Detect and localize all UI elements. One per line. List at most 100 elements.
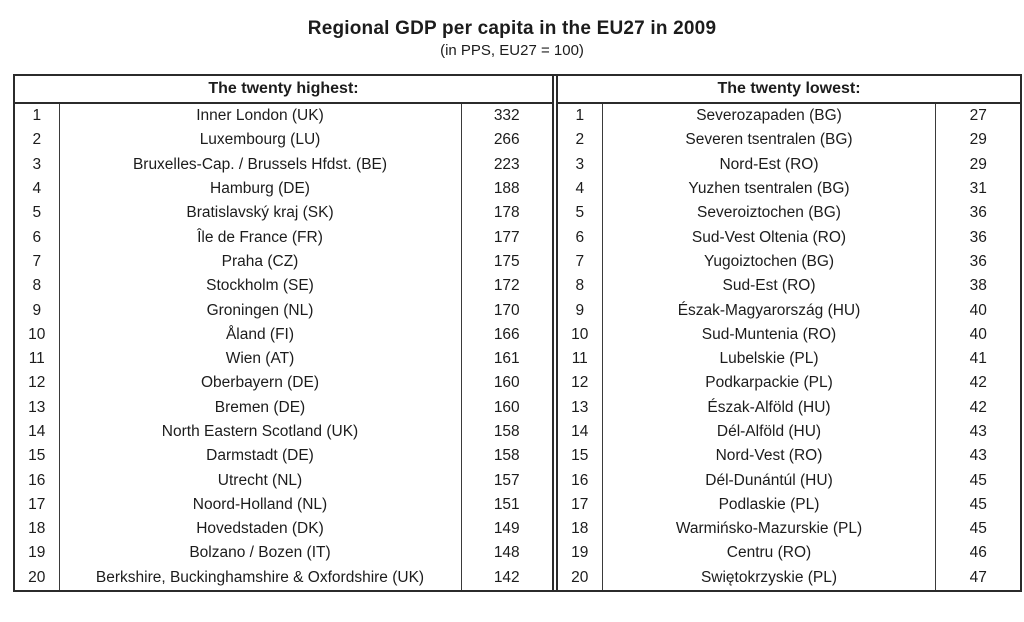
region-cell: Noord-Holland (NL)	[192, 495, 328, 513]
lowest-table-body: 1 Severozapaden (BG) 27 2 Severen tsentr…	[558, 103, 1020, 590]
rank-cell: 18	[558, 517, 603, 542]
rank-cell: 12	[558, 371, 603, 396]
table-row: 18 Warmińsko-Mazurskie (PL) 45	[558, 517, 1020, 542]
region-cell: Dél-Alföld (HU)	[716, 423, 822, 440]
table-row: 8 Stockholm (SE) 172	[15, 274, 552, 299]
value-cell: 38	[935, 274, 1020, 299]
table-row: 17 Podlaskie (PL) 45	[558, 492, 1020, 518]
rank-cell: 9	[15, 298, 60, 323]
table-row: 13 Észak-Alföld (HU) 42	[558, 395, 1020, 420]
region-cell: Bratislavský kraj (SK)	[186, 204, 334, 222]
table-row: 7 Yugoiztochen (BG) 36	[558, 249, 1020, 275]
table-row: 1 Inner London (UK) 332	[15, 103, 552, 129]
table-row: 16 Dél-Dunántúl (HU) 45	[558, 468, 1020, 493]
highest-table: The twenty highest: 1 Inner London (UK) …	[15, 76, 552, 590]
table-row: 1 Severozapaden (BG) 27	[558, 103, 1020, 129]
region-cell: Yugoiztochen (BG)	[703, 252, 835, 270]
value-cell: 45	[935, 468, 1020, 493]
value-cell: 223	[460, 152, 552, 177]
region-cell: Stockholm (SE)	[206, 277, 314, 295]
highest-header-row: The twenty highest:	[15, 76, 552, 104]
value-cell: 158	[460, 419, 552, 445]
rank-cell: 2	[558, 128, 603, 153]
value-cell: 188	[460, 176, 552, 202]
rank-cell: 6	[15, 225, 60, 250]
rank-cell: 10	[15, 322, 60, 347]
table-row: 2 Severen tsentralen (BG) 29	[558, 128, 1020, 153]
rank-cell: 9	[558, 298, 603, 323]
table-row: 10 Sud-Muntenia (RO) 40	[558, 322, 1020, 347]
region-cell: Oberbayern (DE)	[200, 374, 319, 392]
rank-cell: 17	[15, 492, 60, 518]
table-row: 3 Bruxelles-Cap. / Brussels Hfdst. (BE) …	[15, 152, 552, 177]
region-cell: Hovedstaden (DK)	[196, 520, 324, 538]
rank-cell: 15	[15, 444, 60, 469]
value-cell: 160	[460, 371, 552, 396]
value-cell: 151	[460, 492, 552, 518]
table-row: 3 Nord-Est (RO) 29	[558, 152, 1020, 177]
rank-cell: 5	[15, 201, 60, 226]
region-cell: Warmińsko-Mazurskie (PL)	[675, 520, 863, 538]
value-cell: 42	[935, 371, 1020, 396]
table-row: 17 Noord-Holland (NL) 151	[15, 492, 552, 518]
region-cell: Sud-Est (RO)	[722, 277, 816, 295]
value-cell: 31	[935, 176, 1020, 202]
table-row: 9 Észak-Magyarország (HU) 40	[558, 298, 1020, 323]
region-cell: Sud-Muntenia (RO)	[701, 325, 837, 343]
value-cell: 40	[935, 322, 1020, 347]
rank-cell: 7	[558, 249, 603, 275]
rank-cell: 11	[15, 346, 60, 372]
rank-cell: 20	[15, 565, 60, 590]
value-cell: 46	[935, 541, 1020, 566]
rank-cell: 8	[558, 274, 603, 299]
region-cell: North Eastern Scotland (UK)	[161, 423, 359, 440]
region-cell: Severoiztochen (BG)	[697, 204, 841, 222]
value-cell: 332	[460, 103, 552, 129]
region-cell: Swiętokrzyskie (PL)	[700, 568, 838, 586]
value-cell: 29	[935, 128, 1020, 153]
region-cell: Hamburg (DE)	[210, 180, 310, 198]
lowest-table: The twenty lowest: 1 Severozapaden (BG) …	[558, 76, 1020, 590]
value-cell: 36	[935, 201, 1020, 226]
table-row: 19 Bolzano / Bozen (IT) 148	[15, 541, 552, 566]
rank-cell: 4	[558, 176, 603, 202]
page: Regional GDP per capita in the EU27 in 2…	[0, 17, 1024, 622]
rank-cell: 10	[558, 322, 603, 347]
rank-cell: 15	[558, 444, 603, 469]
rank-cell: 6	[558, 225, 603, 250]
table-row: 10 Åland (FI) 166	[15, 322, 552, 347]
table-row: 6 Île de France (FR) 177	[15, 225, 552, 250]
region-cell: Centru (RO)	[726, 544, 812, 562]
rank-cell: 7	[15, 249, 60, 275]
lowest-header-row: The twenty lowest:	[558, 76, 1020, 104]
value-cell: 157	[460, 468, 552, 493]
table-row: 20 Berkshire, Buckinghamshire & Oxfordsh…	[15, 565, 552, 590]
highest-table-body: 1 Inner London (UK) 332 2 Luxembourg (LU…	[15, 103, 552, 590]
region-cell: Podlaskie (PL)	[718, 495, 820, 513]
table-row: 14 North Eastern Scotland (UK) 158	[15, 419, 552, 445]
rank-cell: 3	[558, 152, 603, 177]
table-row: 14 Dél-Alföld (HU) 43	[558, 419, 1020, 445]
rank-cell: 16	[558, 468, 603, 493]
value-cell: 266	[460, 128, 552, 153]
value-cell: 45	[935, 492, 1020, 518]
lowest-table-header: The twenty lowest:	[558, 76, 1020, 104]
value-cell: 177	[460, 225, 552, 250]
table-row: 19 Centru (RO) 46	[558, 541, 1020, 566]
table-row: 9 Groningen (NL) 170	[15, 298, 552, 323]
region-cell: Nord-Est (RO)	[719, 155, 819, 173]
region-cell: Podkarpackie (PL)	[705, 374, 833, 392]
value-cell: 166	[460, 322, 552, 347]
table-row: 20 Swiętokrzyskie (PL) 47	[558, 565, 1020, 590]
region-cell: Berkshire, Buckinghamshire & Oxfordshire…	[95, 568, 425, 586]
rank-cell: 2	[15, 128, 60, 153]
table-row: 7 Praha (CZ) 175	[15, 249, 552, 275]
value-cell: 170	[460, 298, 552, 323]
rank-cell: 1	[558, 103, 603, 129]
value-cell: 45	[935, 517, 1020, 542]
value-cell: 40	[935, 298, 1020, 323]
value-cell: 158	[460, 444, 552, 469]
rank-cell: 16	[15, 468, 60, 493]
page-title: Regional GDP per capita in the EU27 in 2…	[307, 18, 717, 39]
rank-cell: 11	[558, 346, 603, 372]
